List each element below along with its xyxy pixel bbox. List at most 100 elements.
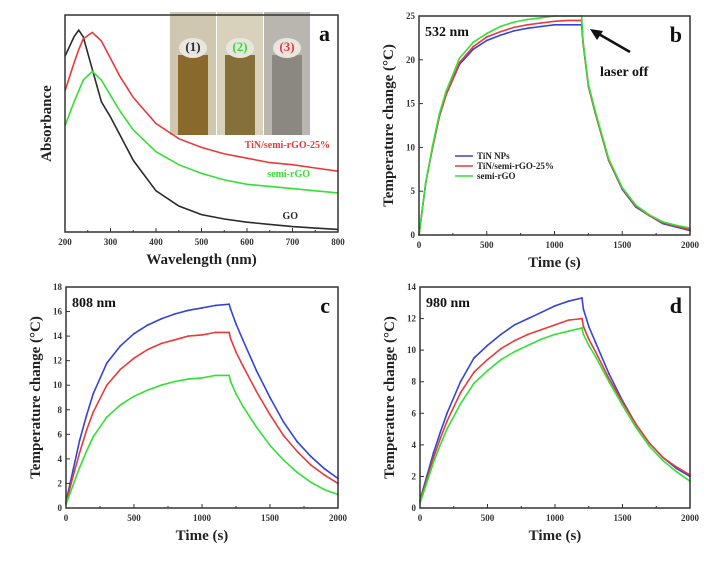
data-point xyxy=(594,350,597,353)
data-point xyxy=(675,470,678,473)
x-tick-label: 1500 xyxy=(261,513,280,523)
data-point xyxy=(446,428,448,430)
curve-label: TiN/semi-rGO-25% xyxy=(245,140,330,151)
x-tick-label: 800 xyxy=(331,237,345,247)
y-tick-label: 8 xyxy=(412,377,417,387)
vial-liquid xyxy=(178,55,208,135)
data-point xyxy=(229,337,232,340)
data-point xyxy=(71,485,74,487)
data-point xyxy=(439,431,442,434)
data-point xyxy=(119,403,122,406)
data-point xyxy=(439,437,442,440)
y-tick-label: 6 xyxy=(58,429,63,439)
data-point xyxy=(133,357,135,360)
data-point xyxy=(500,358,502,361)
series-line-semi-rGO xyxy=(418,15,691,236)
legend-label: TiN/semi-rGO-25% xyxy=(477,161,554,171)
data-point xyxy=(214,304,217,307)
x-tick-label: 500 xyxy=(195,237,209,247)
x-tick-label: 700 xyxy=(286,237,300,247)
data-point xyxy=(71,476,74,479)
panel-b: 0 500 1000 1500 2000 0 5 10 15 20 25 Time (s) Temper… xyxy=(381,11,700,271)
y-tick-label: 10 xyxy=(53,380,63,390)
data-point xyxy=(540,328,543,331)
y-tick-label: 20 xyxy=(406,55,416,65)
data-point xyxy=(228,303,231,306)
data-point xyxy=(282,459,285,462)
x-axis-label: Wavelength (nm) xyxy=(146,252,256,268)
vial-liquid xyxy=(225,55,255,135)
data-point xyxy=(526,23,529,26)
data-point xyxy=(621,401,624,404)
panel-c: 0 500 1000 1500 2000 0 2 4 6 8 10 12 14 16 18 Time (s) T… xyxy=(28,282,348,544)
curve-label: semi-rGO xyxy=(267,169,310,180)
data-point xyxy=(241,338,244,341)
data-point xyxy=(594,109,597,112)
data-point xyxy=(587,344,590,347)
data-point xyxy=(486,358,489,361)
data-point xyxy=(323,473,326,476)
data-point xyxy=(439,443,442,446)
series-line-1 xyxy=(419,317,691,502)
y-tick-label: 12 xyxy=(407,314,417,324)
data-point xyxy=(459,380,462,383)
data-point xyxy=(567,300,570,303)
data-point xyxy=(512,21,515,24)
data-point xyxy=(608,380,610,383)
x-tick-label: 1500 xyxy=(614,513,633,523)
data-point xyxy=(581,327,583,329)
data-point xyxy=(296,440,299,443)
data-point xyxy=(92,411,95,414)
y-axis-label: Temperature change (°C) xyxy=(381,44,397,207)
data-point xyxy=(540,25,542,28)
x-tick-label: 500 xyxy=(127,513,141,523)
data-point xyxy=(432,461,435,464)
legend-label: TiN NPs xyxy=(477,151,510,161)
y-tick-label: 6 xyxy=(412,408,417,418)
data-point xyxy=(78,451,81,454)
data-point xyxy=(323,467,326,470)
data-point xyxy=(255,390,258,393)
y-tick-label: 10 xyxy=(406,142,416,152)
data-point xyxy=(146,348,149,351)
x-tick-label: 2000 xyxy=(681,513,700,523)
data-point xyxy=(582,325,585,328)
data-point xyxy=(92,392,95,395)
panel-letter: b xyxy=(670,22,682,47)
series-line-2 xyxy=(65,374,339,505)
data-point xyxy=(445,90,447,93)
wavelength-annotation: 808 nm xyxy=(72,296,116,311)
data-point xyxy=(485,36,488,38)
data-point xyxy=(309,481,312,484)
data-point xyxy=(472,45,475,48)
y-tick-label: 4 xyxy=(58,454,63,464)
data-point xyxy=(554,305,556,307)
data-point xyxy=(587,338,590,340)
data-point xyxy=(201,333,203,336)
panel-a: (1) (2) (3) 200 300 400 500 600 700 800 Wavelength… xyxy=(39,12,345,268)
plot-frame xyxy=(419,286,691,509)
data-point xyxy=(473,371,475,374)
y-tick-label: 0 xyxy=(411,230,416,240)
x-tick-label: 2000 xyxy=(329,513,348,523)
data-point xyxy=(553,23,556,26)
vial-label: (2) xyxy=(232,39,247,54)
data-point xyxy=(472,48,475,51)
data-point xyxy=(621,404,624,407)
x-tick-label: 0 xyxy=(418,513,423,523)
x-tick-label: 300 xyxy=(104,237,118,247)
data-point xyxy=(486,369,489,372)
series-line-2 xyxy=(419,327,691,504)
data-point xyxy=(71,470,74,473)
data-point xyxy=(173,338,176,341)
data-point xyxy=(675,466,678,468)
data-point xyxy=(512,26,515,29)
data-point xyxy=(173,380,176,383)
panel-letter: d xyxy=(670,293,682,318)
x-axis-label: Time (s) xyxy=(528,255,581,271)
data-point xyxy=(282,434,285,437)
data-point xyxy=(85,450,88,453)
data-point xyxy=(527,344,529,347)
data-point xyxy=(472,41,475,44)
data-point xyxy=(608,377,610,380)
